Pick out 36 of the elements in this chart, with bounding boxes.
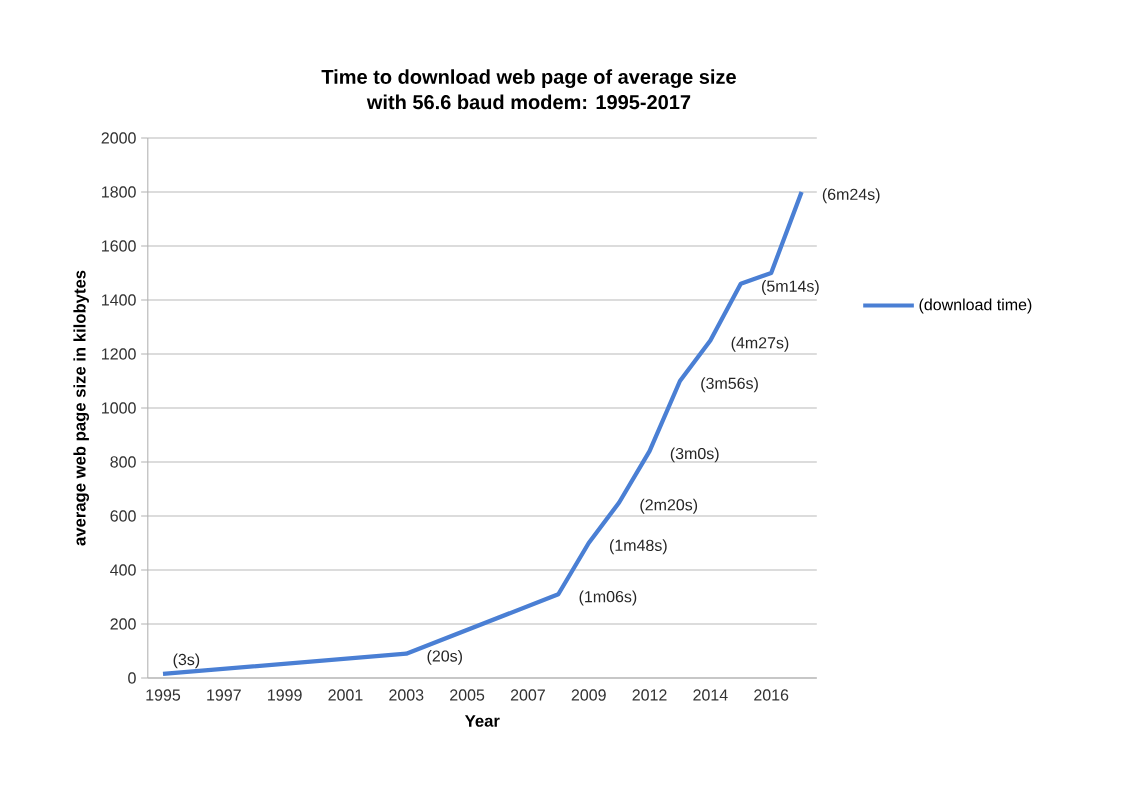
data-label: (4m27s) xyxy=(731,336,789,352)
y-tick-label: 800 xyxy=(110,456,136,468)
x-tick-label: 2007 xyxy=(510,689,545,701)
y-tick-label: 2000 xyxy=(101,132,136,144)
y-tick-label: 0 xyxy=(128,672,136,684)
data-label: (2m20s) xyxy=(640,498,698,514)
annotation: (3s) xyxy=(173,653,200,669)
x-tick-label: 2014 xyxy=(693,689,728,701)
x-tick-label: 2003 xyxy=(389,689,424,701)
data-label: (1m48s) xyxy=(609,539,667,555)
x-tick-label: 1999 xyxy=(268,689,302,701)
chart-title: Time to download web page of average size with 56.6 baud modem: 1995-2017 xyxy=(321,69,736,110)
x-tick-label: 1995 xyxy=(146,689,181,701)
y-tick-label: 200 xyxy=(110,618,136,630)
data-label: (5m14s) xyxy=(762,280,819,295)
y-tick-label: 1800 xyxy=(102,186,136,198)
data-label: (3m56s) xyxy=(701,377,758,393)
y-tick-label: 1400 xyxy=(102,294,136,306)
data-label: (6m24s) xyxy=(822,188,880,204)
data-label: (1m06s) xyxy=(579,590,637,606)
annotation: (20s) xyxy=(427,649,462,665)
y-tick-label: 400 xyxy=(110,564,136,576)
y-tick-label: 1200 xyxy=(102,348,136,360)
y-axis-title: average web page size in kilobytes xyxy=(73,270,90,546)
y-tick-label: 1000 xyxy=(102,402,136,414)
x-axis-title: Year xyxy=(464,715,500,727)
x-tick-label: 2012 xyxy=(632,689,667,701)
data-label: (3m0s) xyxy=(670,447,719,463)
y-tick-label: 1600 xyxy=(102,240,136,252)
x-tick-label: 2016 xyxy=(754,689,789,701)
legend-label: (download time) xyxy=(919,298,1032,314)
x-tick-label: 2005 xyxy=(450,689,485,701)
y-tick-label: 600 xyxy=(110,510,136,522)
x-tick-label: 1997 xyxy=(207,689,241,701)
x-tick-label: 2009 xyxy=(571,689,606,701)
x-tick-label: 2001 xyxy=(328,689,363,701)
